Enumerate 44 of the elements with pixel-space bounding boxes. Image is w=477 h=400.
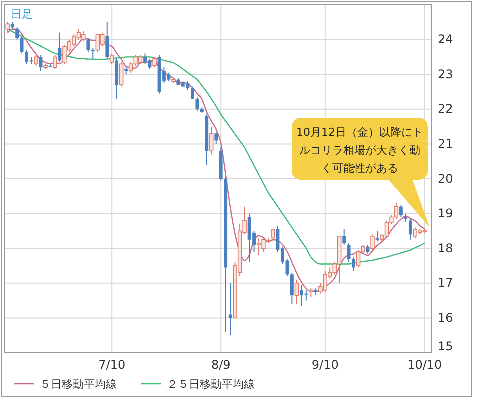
- y-tick-label: 15: [438, 340, 454, 354]
- x-tick-label: 8/9: [211, 358, 231, 372]
- candlestick: [342, 228, 346, 246]
- y-tick-label: 18: [438, 241, 454, 256]
- y-tick-label: 17: [438, 276, 454, 290]
- candlestick: [20, 36, 24, 54]
- candlestick: [294, 279, 300, 305]
- x-tick-label: 9/10: [312, 358, 339, 372]
- candlestick: [290, 272, 294, 305]
- legend-label: ２５日移動平均線: [167, 378, 255, 391]
- candlestick: [214, 132, 218, 145]
- annotation: 10月12日（金）以降にトルコリラ相場が大きく動く可能性がある: [296, 126, 424, 175]
- candlestick: [34, 54, 38, 66]
- candlestick: [196, 96, 200, 112]
- candlestick: [6, 22, 10, 34]
- candlestick: [210, 126, 214, 156]
- candlestick: [110, 53, 114, 65]
- candlestick: [352, 256, 356, 272]
- candlestick: [190, 86, 194, 100]
- candlestick: [152, 56, 157, 68]
- y-tick-label: 23: [438, 67, 454, 82]
- candlestick: [271, 228, 276, 242]
- candlestick: [376, 230, 380, 242]
- y-tick-label: 24: [438, 32, 454, 47]
- candlestick: [119, 62, 124, 88]
- y-tick-label: 21: [438, 137, 454, 152]
- candlestick: [106, 22, 110, 60]
- candlestick: [228, 282, 232, 336]
- candlestick: [408, 218, 412, 240]
- candlestick: [86, 38, 90, 52]
- y-tick-label: 22: [438, 102, 454, 116]
- x-tick-label: 7/10: [98, 358, 126, 372]
- y-tick-label: 19: [438, 206, 454, 221]
- y-tick-label: 16: [438, 311, 454, 326]
- x-tick-label: 10/10: [408, 358, 442, 372]
- y-tick-label: 20: [438, 172, 454, 186]
- candlestick: [399, 204, 403, 218]
- candlestick: [53, 54, 58, 70]
- candlestick: [91, 48, 95, 60]
- chart-title: 日足: [11, 8, 33, 21]
- candlestick: [347, 242, 351, 264]
- legend-label: ５日移動平均線: [40, 378, 117, 391]
- candlestick: [16, 27, 20, 40]
- candlestick: [370, 234, 375, 251]
